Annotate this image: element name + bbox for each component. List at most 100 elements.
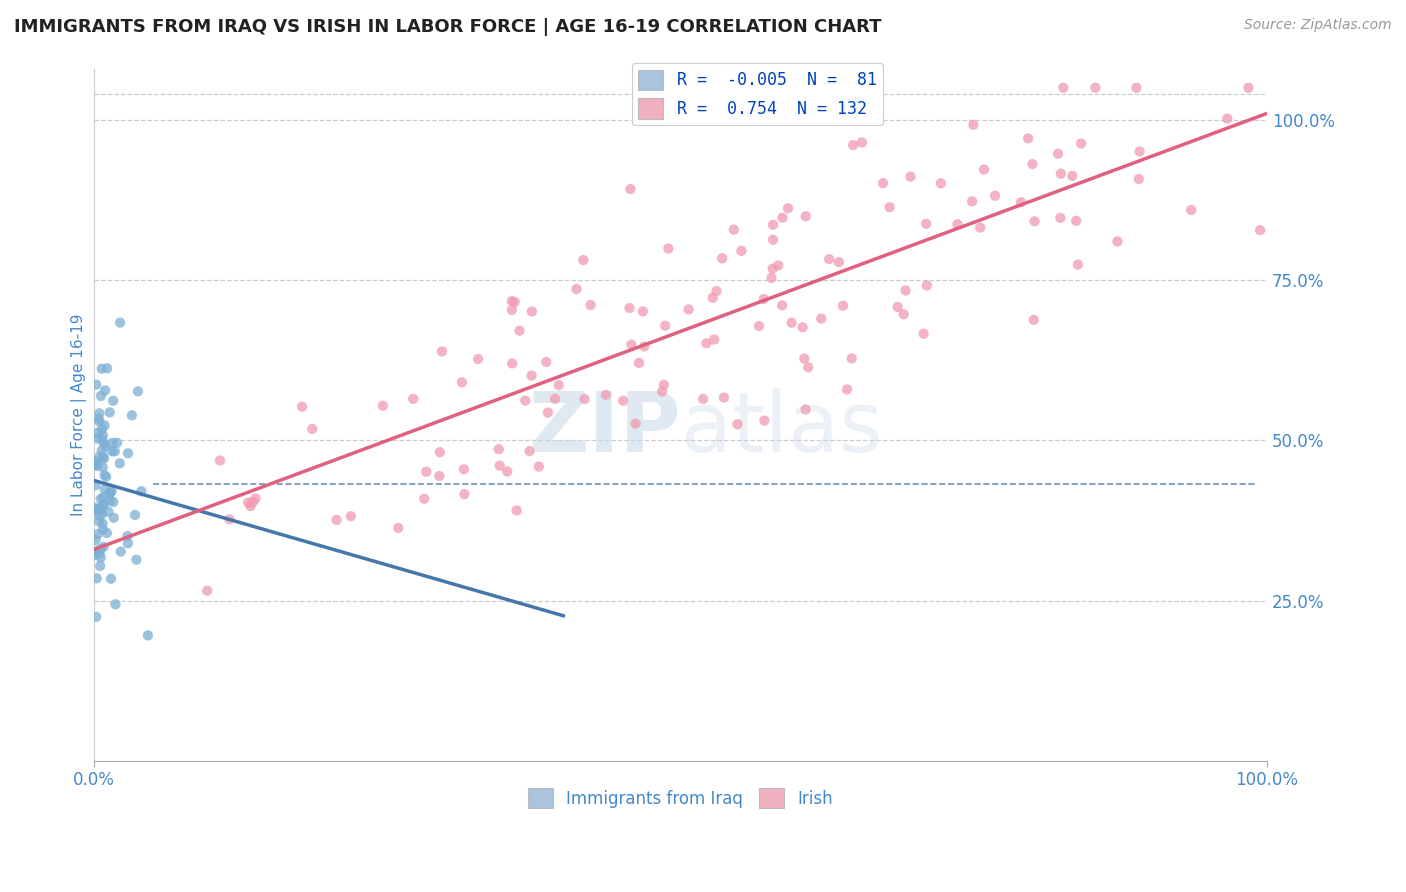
Point [520,304,543,318]
Point [87,425,110,440]
Point [1046,146,1069,161]
Point [912,326,935,341]
Point [835,383,858,397]
Point [93,451,115,466]
Point [1064,214,1087,228]
Point [93,437,115,451]
Point [127,384,149,399]
Text: IMMIGRANTS FROM IRAQ VS IRISH IN LABOR FORCE | AGE 16-19 CORRELATION CHART: IMMIGRANTS FROM IRAQ VS IRISH IN LABOR F… [14,18,882,36]
Point [565,282,588,296]
Point [90,491,112,506]
Point [86,432,108,446]
Point [1024,214,1046,228]
Point [87,411,110,425]
Point [96,525,118,540]
Point [97,505,120,519]
Point [973,162,995,177]
Point [702,291,724,305]
Point [91,491,114,505]
Point [828,255,851,269]
Point [103,510,125,524]
Point [1017,131,1039,145]
Point [94,439,117,453]
Point [84,478,107,492]
Point [94,470,117,484]
Point [1067,258,1090,272]
Point [301,422,323,436]
Point [1216,112,1239,126]
Point [768,259,790,273]
Point [780,316,803,330]
Point [117,536,139,550]
Point [488,458,510,473]
Point [752,292,775,306]
Point [620,337,643,351]
Point [628,356,651,370]
Point [242,495,264,509]
Point [218,512,240,526]
Point [429,445,451,459]
Point [100,572,122,586]
Point [427,469,450,483]
Point [91,507,114,521]
Point [89,406,111,420]
Point [915,278,938,293]
Point [371,399,394,413]
Point [90,422,112,436]
Point [87,501,110,516]
Point [96,361,118,376]
Point [711,252,734,266]
Point [527,459,550,474]
Point [619,301,641,315]
Point [117,529,139,543]
Point [1070,136,1092,151]
Point [633,339,655,353]
Point [195,583,218,598]
Point [245,491,267,506]
Point [624,417,647,431]
Point [94,384,117,398]
Point [467,351,489,366]
Point [124,508,146,522]
Point [678,302,700,317]
Point [810,311,832,326]
Point [762,233,785,247]
Point [239,499,262,513]
Point [90,541,112,556]
Point [654,318,676,333]
Point [574,392,596,406]
Point [612,393,634,408]
Point [402,392,425,406]
Point [84,500,107,515]
Point [762,261,785,276]
Point [451,376,474,390]
Point [136,628,159,642]
Point [103,393,125,408]
Point [90,550,112,565]
Point [969,220,991,235]
Point [453,487,475,501]
Point [748,319,770,334]
Point [797,360,820,375]
Point [754,414,776,428]
Point [792,320,814,334]
Point [86,458,108,473]
Point [536,355,558,369]
Point [101,444,124,458]
Point [325,513,347,527]
Point [894,284,917,298]
Point [960,194,983,209]
Point [125,553,148,567]
Point [886,300,908,314]
Text: Source: ZipAtlas.com: Source: ZipAtlas.com [1244,18,1392,32]
Point [818,252,841,266]
Point [772,211,794,225]
Point [89,414,111,428]
Point [695,336,717,351]
Point [131,484,153,499]
Point [108,456,131,470]
Point [713,391,735,405]
Point [572,253,595,268]
Point [496,465,519,479]
Point [103,495,125,509]
